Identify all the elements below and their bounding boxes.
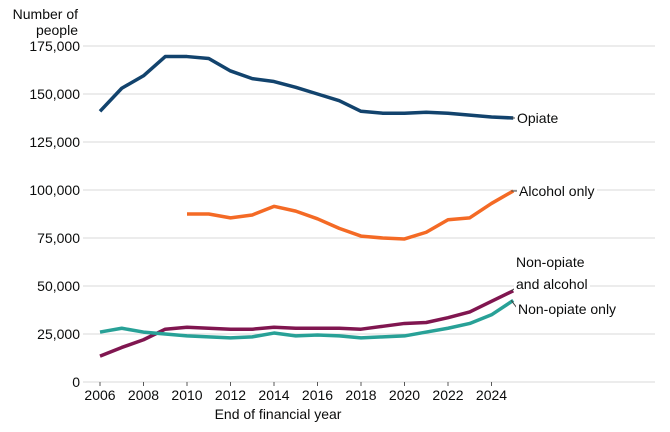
x-tick-label: 2006	[84, 387, 115, 403]
x-tick-label: 2014	[258, 387, 289, 403]
series-line-non-opiate-and-alcohol	[99, 289, 515, 358]
series-label-alcohol-only: Alcohol only	[517, 183, 597, 199]
series-label-non-opiate-only: Non-opiate only	[516, 301, 619, 317]
x-axis-title: End of financial year	[214, 406, 342, 422]
x-tick-label: 2022	[432, 387, 463, 403]
series-label-text: and alcohol	[516, 276, 588, 292]
x-tick-label: 2012	[215, 387, 246, 403]
y-tick-label: 175,000	[29, 38, 80, 54]
series-label-opiate: Opiate	[515, 110, 561, 126]
series-label-text: Non-opiate	[516, 254, 585, 270]
y-tick-label: 75,000	[37, 230, 80, 246]
x-tick-label: 2024	[476, 387, 507, 403]
y-tick-label: 150,000	[29, 86, 80, 102]
y-tick-label: 50,000	[37, 278, 80, 294]
y-axis-title-line: Number of	[12, 6, 78, 22]
x-tick-label: 2018	[345, 387, 376, 403]
y-tick-label: 100,000	[29, 182, 80, 198]
series-label-text: Opiate	[517, 110, 559, 126]
y-tick-label: 125,000	[29, 134, 80, 150]
series-line-opiate	[98, 54, 514, 120]
series-label-non-opiate-and-alcohol: Non-opiate and alcohol	[514, 251, 590, 295]
y-axis-title-line: people	[35, 22, 78, 38]
x-tick-label: 2016	[302, 387, 333, 403]
series-label-text: Alcohol only	[519, 183, 595, 199]
series-label-text: Non-opiate only	[518, 301, 617, 317]
series-line-non-opiate-only	[99, 298, 515, 340]
x-tick-label: 2020	[389, 387, 420, 403]
series-line-alcohol-only	[187, 189, 515, 241]
y-axis-title: Number of people	[0, 6, 78, 38]
y-tick-label: 0	[72, 374, 80, 390]
x-tick-label: 2008	[128, 387, 159, 403]
y-tick-label: 25,000	[37, 326, 80, 342]
x-tick-label: 2010	[171, 387, 202, 403]
